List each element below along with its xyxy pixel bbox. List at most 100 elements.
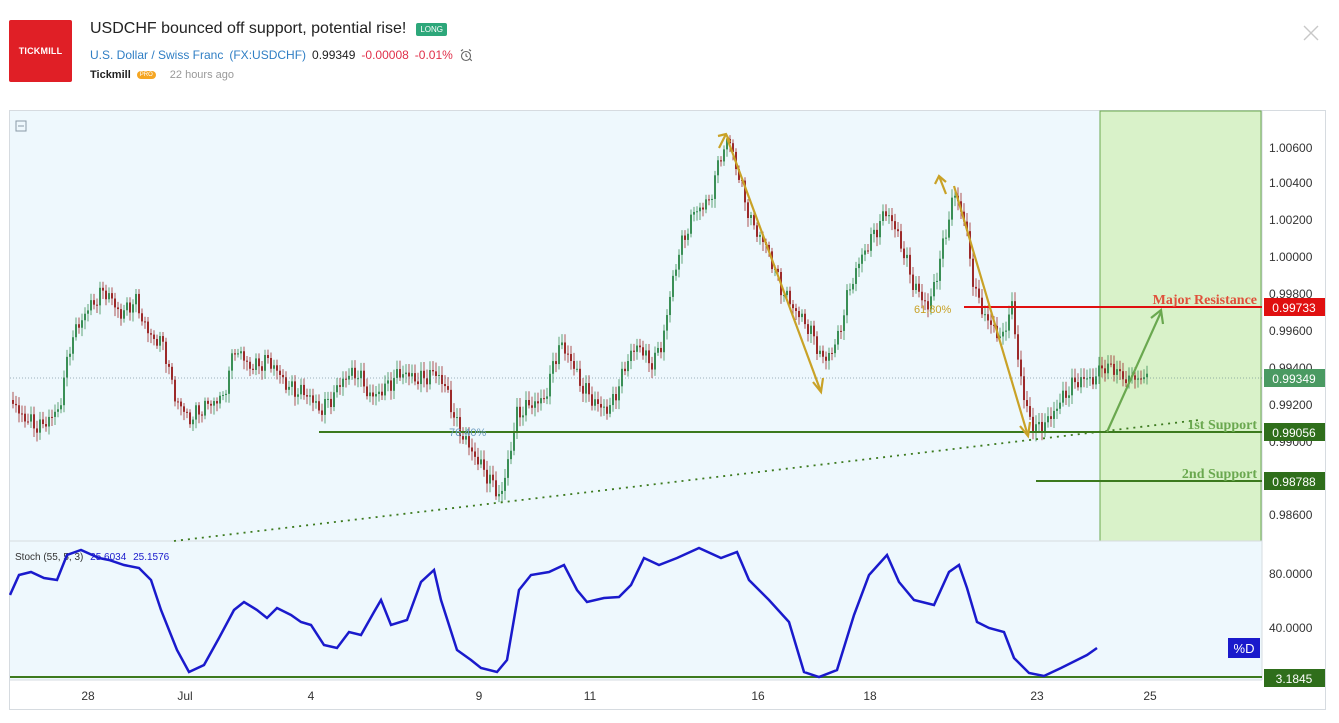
candle-body [336, 385, 338, 393]
candle-body [294, 381, 296, 397]
symbol-name-link[interactable]: U.S. Dollar / Swiss Franc [90, 48, 224, 62]
candle-body [255, 358, 257, 370]
candle-body [723, 149, 725, 162]
candle-body [882, 211, 884, 222]
candle-body [243, 351, 245, 361]
candle-body [1032, 416, 1034, 433]
candle-body [1113, 363, 1115, 375]
candle-body [618, 386, 620, 401]
candle-body [807, 324, 809, 335]
candle-body [474, 451, 476, 457]
candle-body [888, 215, 890, 217]
candle-body [1056, 408, 1058, 411]
author-name-link[interactable]: Tickmill [90, 69, 131, 81]
time-tick-label: 23 [1030, 689, 1044, 703]
candle-body [288, 386, 290, 390]
candle-body [906, 254, 908, 259]
candle-body [246, 360, 248, 362]
candle-body [915, 283, 917, 290]
candle-body [1023, 376, 1025, 401]
candle-body [654, 352, 656, 370]
candle-body [552, 361, 554, 374]
candle-body [675, 269, 677, 276]
candle-body [390, 380, 392, 391]
candle-body [885, 211, 887, 217]
candle-body [1053, 410, 1055, 419]
candle-body [990, 320, 992, 325]
candle-body [852, 283, 854, 290]
chart-panel[interactable]: 61.80% 76.40% Major Resistance 1st Suppo… [9, 110, 1326, 710]
candle-body [744, 180, 746, 203]
price-tick-label: 1.00600 [1269, 141, 1313, 155]
candle-body [1128, 375, 1130, 384]
candle-body [471, 447, 473, 452]
time-tick-label: 18 [863, 689, 877, 703]
candle-body [699, 207, 701, 212]
candle-body [120, 309, 122, 319]
candle-body [561, 342, 563, 346]
candle-body [384, 383, 386, 396]
candle-body [42, 419, 44, 425]
candle-body [813, 325, 815, 337]
candle-body [402, 374, 404, 378]
candle-body [642, 347, 644, 356]
candle-body [831, 352, 833, 354]
candle-body [1059, 402, 1061, 409]
candle-body [231, 353, 233, 371]
collapse-icon[interactable] [15, 120, 27, 132]
candle-body [753, 215, 755, 226]
candle-body [225, 393, 227, 396]
candle-body [147, 321, 149, 334]
candle-body [1044, 422, 1046, 433]
candle-body [975, 286, 977, 289]
candle-body [1116, 369, 1118, 375]
candle-body [909, 254, 911, 275]
candle-body [582, 385, 584, 394]
candle-body [810, 325, 812, 335]
alarm-clock-icon[interactable] [459, 48, 473, 62]
candle-body [1038, 421, 1040, 425]
candle-body [624, 368, 626, 372]
price-tick-label: 0.99200 [1269, 398, 1313, 412]
time-tick-label: Jul [177, 689, 192, 703]
candle-body [600, 403, 602, 408]
candle-body [267, 355, 269, 359]
stoch-d-tag [1228, 638, 1260, 658]
candle-body [537, 401, 539, 404]
candle-body [372, 392, 374, 397]
candle-body [591, 394, 593, 406]
candle-body [585, 383, 587, 394]
candle-body [756, 225, 758, 237]
symbol-info: U.S. Dollar / Swiss Franc (FX:USDCHF) 0.… [90, 48, 473, 62]
candle-body [150, 333, 152, 335]
candle-body [711, 198, 713, 200]
close-icon[interactable] [1300, 22, 1322, 44]
candle-body [978, 288, 980, 298]
tickmill-logo[interactable]: TICKMILL [9, 20, 72, 82]
candle-body [1005, 330, 1007, 332]
time-tick-label: 16 [751, 689, 765, 703]
candle-body [981, 297, 983, 315]
stoch-d-text: %D [1234, 641, 1255, 656]
candle-body [222, 395, 224, 397]
idea-header: USDCHF bounced off support, potential ri… [90, 20, 447, 38]
candle-body [588, 383, 590, 395]
stoch-line [9, 546, 1098, 679]
candle-body [312, 395, 314, 403]
candle-body [270, 358, 272, 369]
candle-body [1080, 377, 1082, 388]
candle-body [993, 324, 995, 326]
candle-body [399, 369, 401, 378]
candle-body [216, 401, 218, 404]
candle-body [165, 341, 167, 364]
candle-body [924, 300, 926, 302]
candle-body [696, 211, 698, 213]
candle-body [381, 391, 383, 396]
candle-body [822, 350, 824, 357]
symbol-ticker-link[interactable]: (FX:USDCHF) [229, 48, 307, 62]
price-chart[interactable]: 61.80% 76.40% Major Resistance 1st Suppo… [9, 110, 1326, 710]
candle-body [198, 405, 200, 415]
candle-body [303, 384, 305, 396]
candle-body [258, 358, 260, 367]
candle-body [213, 401, 215, 406]
